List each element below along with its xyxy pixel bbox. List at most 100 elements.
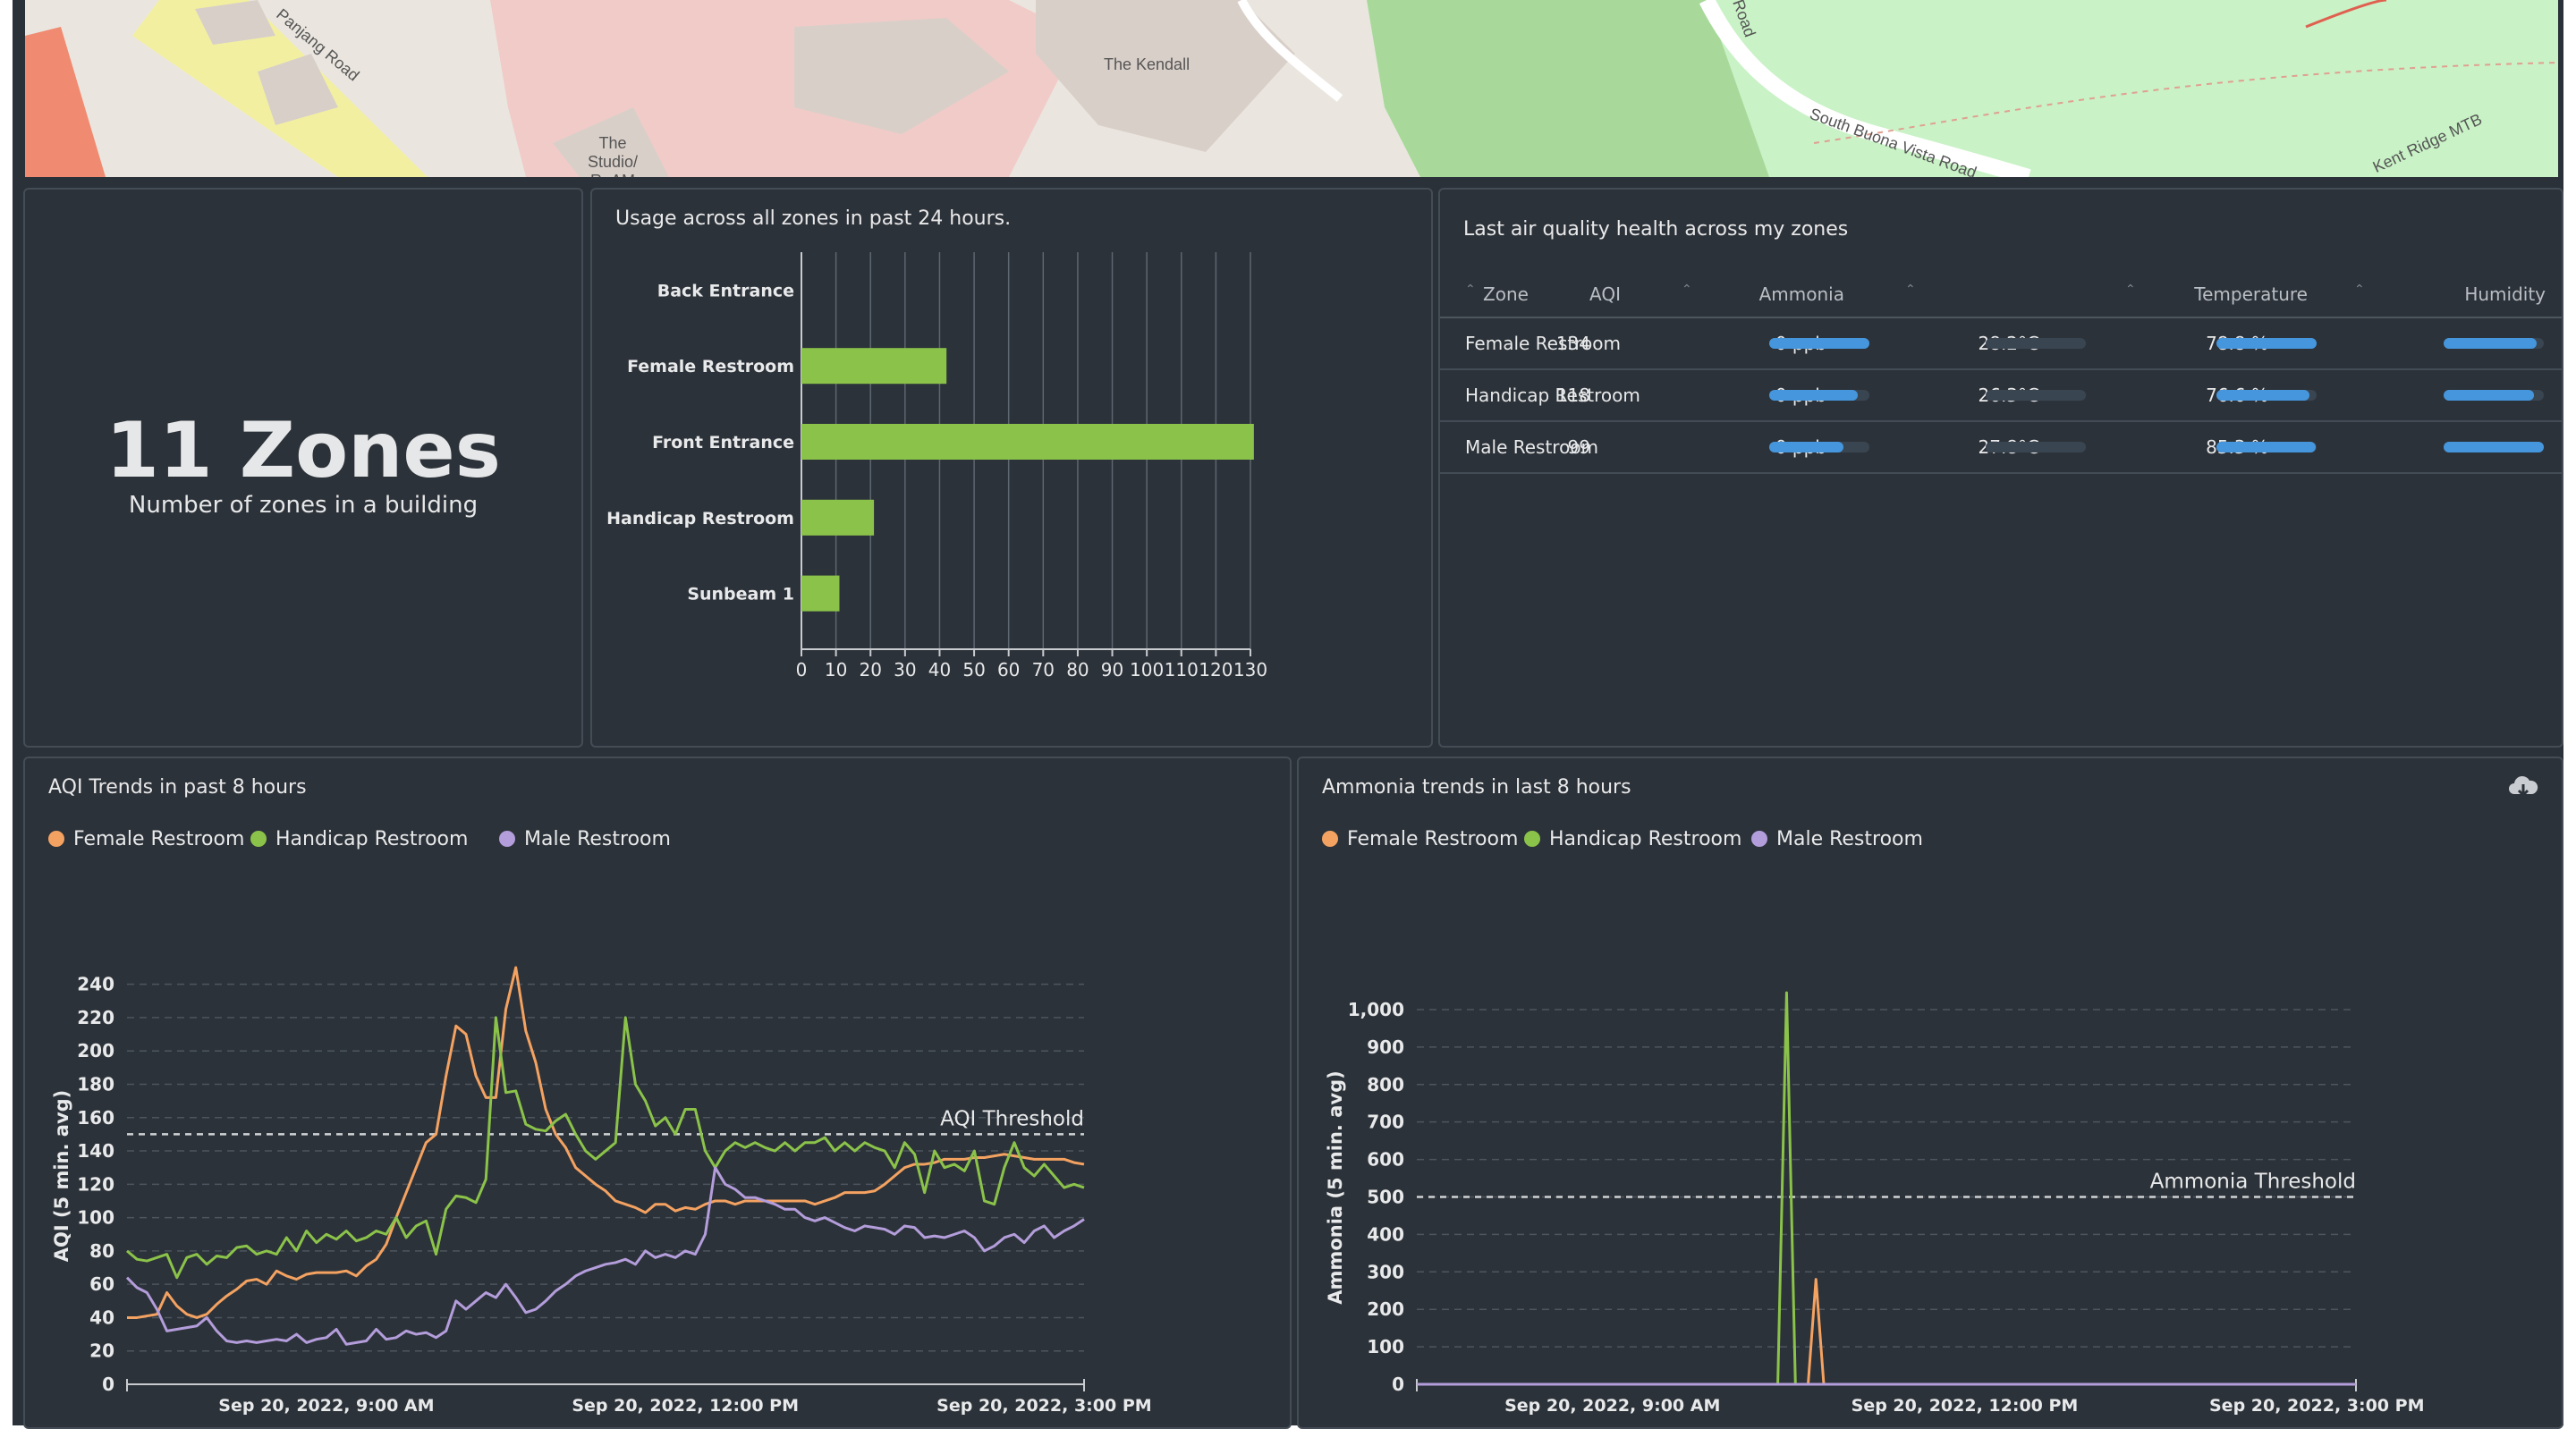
air-quality-panel: Last air quality health across my zones … (1438, 188, 2563, 748)
legend-dot-icon (1322, 831, 1338, 847)
category-label: Front Entrance (652, 433, 794, 452)
sort-caret-icon[interactable]: ⌃ (2125, 283, 2136, 297)
x-tick-label: Sep 20, 2022, 9:00 AM (1504, 1396, 1720, 1416)
legend-label: Handicap Restroom (1549, 828, 1742, 850)
cell-zone: Female Restroom (1465, 333, 1621, 354)
usage-bar[interactable] (801, 348, 947, 385)
x-tick-label: 0 (796, 659, 808, 681)
legend-label: Female Restroom (73, 828, 245, 850)
legend-handicap-restroom[interactable]: Handicap Restroom (1524, 828, 1741, 850)
table-header-row: ⌃ Zone ⌃ AQI ⌃ Ammonia ⌃ Temperature ⌃ H… (1440, 272, 2562, 318)
temperature-bar-fill (2216, 442, 2316, 452)
header-humidity[interactable]: Humidity (2464, 283, 2546, 305)
sort-caret-icon[interactable]: ⌃ (1905, 283, 1916, 297)
y-tick-label: 140 (77, 1140, 114, 1162)
series-line-handicap-restroom[interactable] (126, 1016, 1085, 1280)
legend-male-restroom[interactable]: Male Restroom (1751, 828, 1923, 850)
temperature-bar-fill (2216, 390, 2309, 401)
usage-chart-title: Usage across all zones in past 24 hours. (615, 207, 1012, 230)
x-tick-label: Sep 20, 2022, 12:00 PM (572, 1396, 799, 1416)
building-map[interactable]: The Kendall The Studio/ RoAM South Buona… (25, 0, 2558, 177)
x-tick-label: 60 (997, 659, 1020, 681)
series-line-female-restroom[interactable] (127, 966, 1085, 1319)
header-aqi[interactable]: AQI (1589, 283, 1621, 305)
header-temperature[interactable]: Temperature (2194, 283, 2308, 305)
sort-caret-icon[interactable]: ⌃ (1682, 283, 1692, 297)
y-tick-label: 0 (1392, 1374, 1404, 1395)
table-row[interactable]: Male Restroom990 ppb27.8°C85.3 % (1440, 422, 2562, 474)
legend-label: Handicap Restroom (275, 828, 469, 850)
y-tick-label: 700 (1367, 1112, 1404, 1133)
sort-caret-icon[interactable]: ⌃ (1465, 283, 1476, 297)
sort-caret-icon[interactable]: ⌃ (2354, 283, 2365, 297)
header-ammonia[interactable]: Ammonia (1758, 283, 1844, 305)
y-axis-title: AQI (5 min. avg) (51, 1090, 72, 1263)
x-tick-label: 130 (1233, 659, 1267, 681)
usage-bar[interactable] (801, 575, 840, 612)
legend-handicap-restroom[interactable]: Handicap Restroom (250, 828, 468, 850)
usage-bar[interactable] (801, 499, 875, 536)
y-tick-label: 60 (89, 1273, 114, 1295)
x-tick-label: Sep 20, 2022, 9:00 AM (218, 1396, 434, 1416)
cell-aqi: 99 (1567, 436, 1590, 458)
humidity-bar (2444, 442, 2544, 452)
x-tick-label: 100 (1130, 659, 1164, 681)
y-tick-label: 40 (89, 1306, 114, 1328)
table-row[interactable]: Handicap Restroom1180 ppb26.3°C76.6 % (1440, 370, 2562, 422)
y-tick-label: 100 (1367, 1336, 1404, 1357)
x-tick-label: 20 (860, 659, 882, 681)
zones-count-value: 11 Zones (106, 406, 501, 495)
map-label-kendall: The Kendall (1104, 55, 1191, 73)
legend-dot-icon (1524, 831, 1540, 847)
legend-female-restroom[interactable]: Female Restroom (48, 828, 244, 850)
temperature-bar-fill (2216, 338, 2317, 349)
y-tick-label: 100 (77, 1207, 114, 1229)
aqi-bar (1769, 442, 1869, 452)
ammonia-bar (1986, 390, 2086, 401)
threshold-label: AQI Threshold (940, 1107, 1084, 1130)
usage-bar-chart[interactable]: 0 10 20 30 40 50 60 70 80 90 100 110 120 130 Back Entr… (592, 234, 1431, 735)
x-tick-label: 120 (1199, 659, 1233, 681)
y-tick-label: 300 (1367, 1261, 1404, 1282)
y-tick-label: 200 (77, 1040, 114, 1061)
x-tick-label: 30 (894, 659, 916, 681)
legend-label: Male Restroom (524, 828, 671, 850)
humidity-bar-fill (2444, 338, 2537, 349)
series-line-male-restroom[interactable] (125, 1166, 1085, 1346)
y-tick-label: 1,000 (1348, 999, 1404, 1020)
usage-bar[interactable] (801, 424, 1254, 460)
legend-male-restroom[interactable]: Male Restroom (499, 828, 671, 850)
x-tick-label: Sep 20, 2022, 3:00 PM (936, 1396, 1151, 1416)
legend-female-restroom[interactable]: Female Restroom (1322, 828, 1518, 850)
category-label: Female Restroom (627, 357, 794, 376)
y-tick-label: 500 (1367, 1186, 1404, 1207)
y-tick-label: 180 (77, 1073, 114, 1095)
header-zone[interactable]: Zone (1483, 283, 1529, 305)
humidity-bar-fill (2444, 442, 2544, 452)
download-cloud-icon[interactable] (2508, 773, 2538, 799)
aqi-bar-fill (1769, 442, 1843, 452)
cell-aqi: 118 (1555, 385, 1590, 406)
cell-zone: Handicap Restroom (1465, 385, 1640, 406)
category-label: Back Entrance (657, 281, 794, 300)
x-tick-label: Sep 20, 2022, 12:00 PM (1852, 1396, 2079, 1416)
table-row[interactable]: Female Restroom1340 ppb28.2°C78.8 % (1440, 318, 2562, 370)
legend-label: Female Restroom (1347, 828, 1519, 850)
aqi-line-chart[interactable]: 0 20 40 60 80 100 120 140 160 180 200 220 240 Sep 20,… (25, 862, 1290, 1416)
ammonia-bar (1986, 442, 2086, 452)
y-tick-label: 400 (1367, 1223, 1404, 1245)
y-tick-label: 160 (77, 1107, 114, 1129)
y-tick-label: 80 (89, 1240, 114, 1262)
series-line-female-restroom[interactable] (1417, 1278, 2356, 1386)
y-tick-label: 600 (1367, 1149, 1404, 1171)
threshold-label: Ammonia Threshold (2150, 1170, 2356, 1193)
y-tick-label: 200 (1367, 1298, 1404, 1320)
ammonia-line-chart[interactable]: 0 100 200 300 400 500 600 700 800 900 1,000 Sep 20,… (1299, 862, 2562, 1416)
y-tick-label: 120 (77, 1173, 114, 1195)
x-tick-label: 10 (825, 659, 847, 681)
ammonia-trends-title: Ammonia trends in last 8 hours (1322, 776, 1631, 799)
humidity-bar (2444, 390, 2544, 401)
y-axis-title: Ammonia (5 min. avg) (1325, 1070, 1346, 1304)
category-label: Handicap Restroom (606, 509, 794, 528)
map-canvas[interactable] (25, 0, 2558, 177)
